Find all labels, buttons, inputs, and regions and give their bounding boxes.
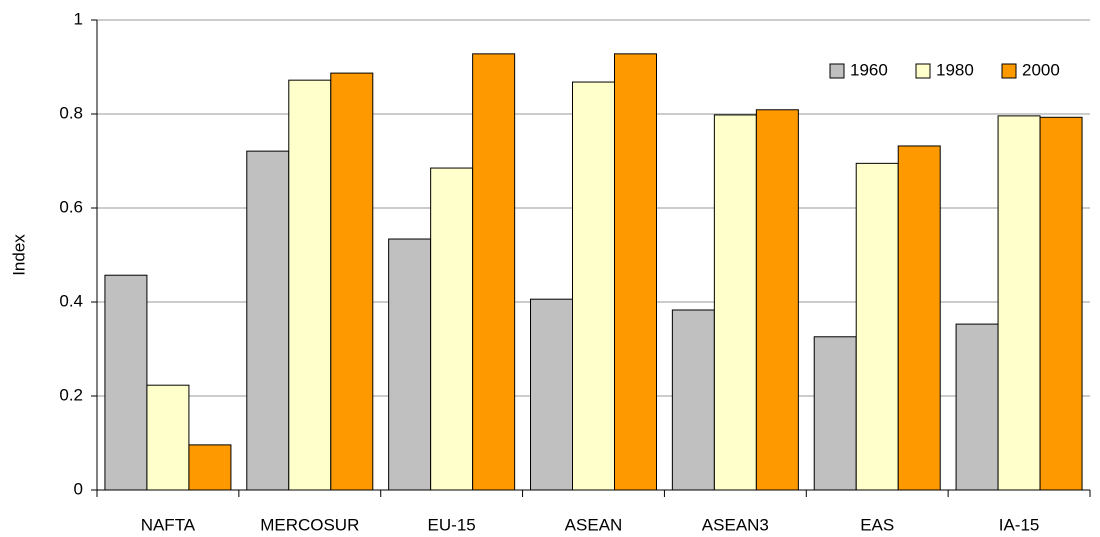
x-tick-label: MERCOSUR <box>260 515 359 534</box>
legend-label: 1960 <box>850 60 888 79</box>
y-tick-label: 0.6 <box>59 197 83 216</box>
bar <box>188 444 232 491</box>
bar <box>430 167 474 491</box>
y-tick-label: 0.8 <box>59 103 83 122</box>
x-tick-label: ASEAN <box>565 515 623 534</box>
bar <box>246 150 290 491</box>
y-tick-label: 0.2 <box>59 385 83 404</box>
bar <box>572 81 615 491</box>
bar <box>614 53 657 491</box>
x-tick-label: NAFTA <box>141 515 196 534</box>
bar <box>713 114 757 491</box>
bar <box>146 384 190 491</box>
bar <box>671 309 715 491</box>
legend-swatch <box>829 63 845 79</box>
bar <box>855 162 899 491</box>
x-tick-label: EU-15 <box>428 515 476 534</box>
legend-swatch <box>915 63 931 79</box>
bar <box>897 145 941 491</box>
x-tick-label: EAS <box>860 515 894 534</box>
bar <box>997 115 1041 491</box>
y-tick-label: 1 <box>74 9 83 28</box>
bar <box>472 53 516 491</box>
x-tick-label: ASEAN3 <box>702 515 769 534</box>
legend-label: 2000 <box>1022 60 1060 79</box>
legend-swatch <box>1001 63 1017 79</box>
y-tick-label: 0.4 <box>59 291 83 310</box>
bar <box>955 323 999 491</box>
bar <box>813 336 857 491</box>
legend-label: 1980 <box>936 60 974 79</box>
bar <box>388 238 432 491</box>
x-tick-label: IA-15 <box>999 515 1040 534</box>
bar <box>330 72 374 491</box>
y-axis-label: Index <box>9 234 28 276</box>
y-tick-label: 0 <box>74 479 83 498</box>
bar <box>755 109 799 491</box>
bar <box>288 79 332 491</box>
bar <box>1039 116 1083 491</box>
bar <box>104 274 148 491</box>
bar <box>530 298 573 491</box>
